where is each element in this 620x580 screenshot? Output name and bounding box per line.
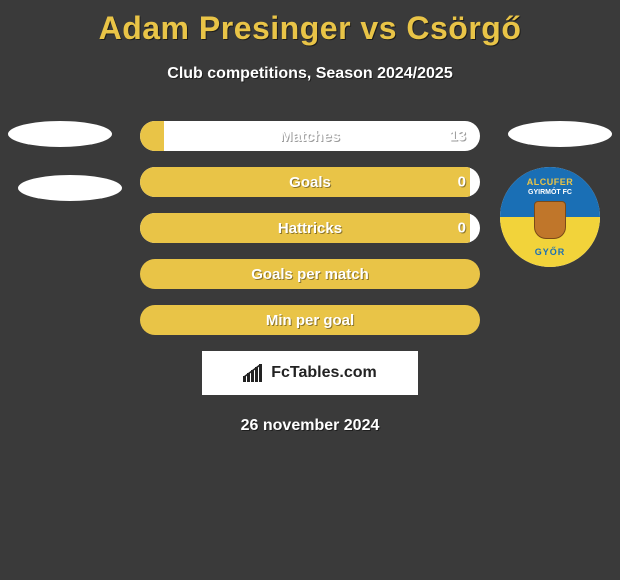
stat-label: Matches [280, 128, 340, 145]
brand-box: FcTables.com [202, 351, 418, 395]
badge-text-bot: GYŐR [500, 247, 600, 257]
stat-rows: Matches 13 Goals 0 Hattricks 0 Goals per… [140, 121, 480, 335]
stat-value-right: 13 [449, 128, 466, 145]
stat-label: Goals [289, 174, 331, 191]
stat-label: Hattricks [278, 220, 342, 237]
page-title: Adam Presinger vs Csörgő [0, 0, 620, 47]
bar-chart-icon [243, 364, 265, 382]
stat-value-right: 0 [458, 220, 466, 237]
stat-label: Min per goal [266, 312, 354, 329]
stat-label: Goals per match [251, 266, 369, 283]
stat-fill-left [140, 121, 164, 151]
brand-text: FcTables.com [271, 364, 377, 382]
page-subtitle: Club competitions, Season 2024/2025 [0, 65, 620, 83]
badge-shield-icon [534, 201, 566, 239]
player1-avatar-placeholder-head [8, 121, 112, 147]
stat-row-goals-per-match: Goals per match [140, 259, 480, 289]
stats-area: ALCUFER GYIRMÓT FC GYŐR Matches 13 Goals… [0, 121, 620, 435]
stat-value-right: 0 [458, 174, 466, 191]
stat-row-goals: Goals 0 [140, 167, 480, 197]
footer-date: 26 november 2024 [0, 417, 620, 435]
badge-text-top: ALCUFER [500, 177, 600, 187]
stat-row-hattricks: Hattricks 0 [140, 213, 480, 243]
player2-avatar-placeholder-head [508, 121, 612, 147]
stat-row-matches: Matches 13 [140, 121, 480, 151]
badge-text-mid: GYIRMÓT FC [500, 189, 600, 196]
player2-club-badge: ALCUFER GYIRMÓT FC GYŐR [500, 167, 600, 267]
player1-avatar-placeholder-body [18, 175, 122, 201]
stat-row-min-per-goal: Min per goal [140, 305, 480, 335]
